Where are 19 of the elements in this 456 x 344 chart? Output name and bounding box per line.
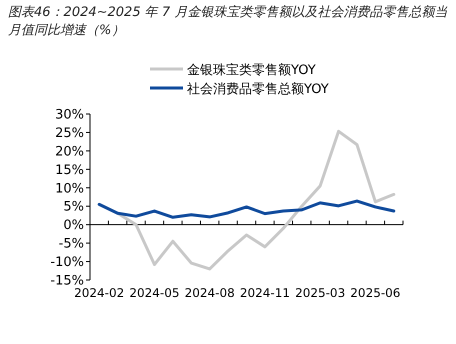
x-tick-label: 2024-05: [129, 286, 180, 300]
x-tick-label: 2024-08: [184, 286, 235, 300]
chart-title: 图表46：2024~2025 年 7 月金银珠宝类零售额以及社会消费品零售总额当月值同比增速（%）: [8, 4, 448, 40]
y-tick-label: -10%: [50, 255, 84, 270]
y-tick-label: 5%: [63, 200, 84, 215]
legend-label: 社会消费品零售总额YOY: [187, 82, 329, 97]
y-tick-label: -5%: [58, 236, 84, 252]
y-tick-label: 0%: [63, 218, 84, 234]
x-tick-label: 2024-02: [74, 286, 124, 300]
x-tick-label: 2025-06: [350, 286, 400, 300]
x-tick-label: 2025-03: [295, 286, 346, 300]
legend-label: 金银珠宝类零售额YOY: [187, 62, 316, 78]
y-tick-label: 15%: [55, 162, 84, 178]
y-tick-label: -15%: [50, 274, 84, 288]
y-tick-label: 25%: [55, 126, 84, 141]
y-tick-label: 10%: [55, 181, 84, 196]
y-tick-label: 30%: [55, 108, 84, 122]
y-tick-label: 20%: [55, 144, 84, 160]
x-tick-label: 2024-11: [240, 286, 290, 300]
